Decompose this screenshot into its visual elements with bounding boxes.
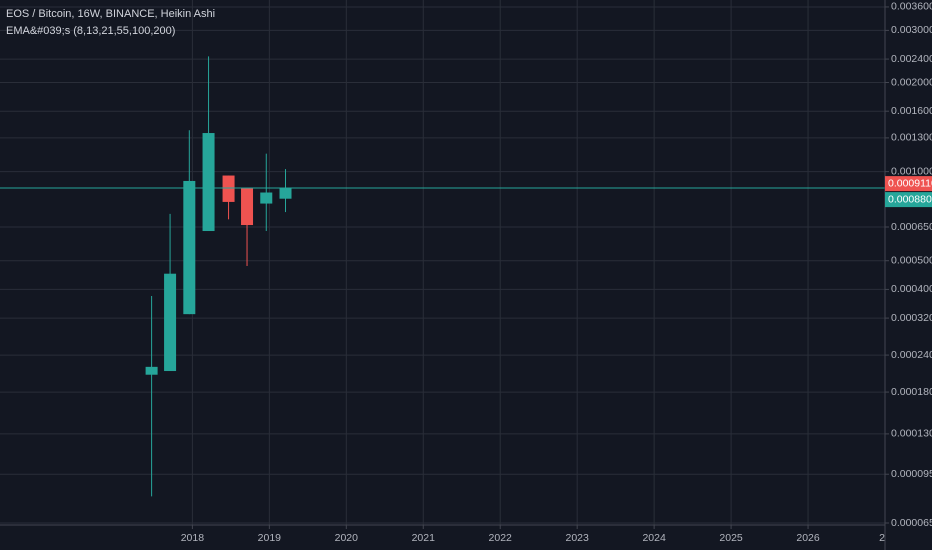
x-tick-label: 2021 [412, 532, 436, 544]
candle-body [145, 366, 158, 375]
x-tick-label: 2019 [258, 532, 282, 544]
x-tick-label: 2023 [565, 532, 589, 544]
candle-body [260, 192, 273, 204]
x-tick-label: 2022 [489, 532, 513, 544]
price-axis-panel [885, 0, 932, 550]
grid [0, 0, 886, 525]
x-tick-label: 2024 [642, 532, 666, 544]
x-tick-label: 2026 [796, 532, 820, 544]
plot-area [0, 56, 885, 497]
candle-body [164, 273, 177, 372]
indicator-label: EMA&#039;s (8,13,21,55,100,200) [6, 25, 175, 37]
x-tick-label: 2025 [719, 532, 743, 544]
x-tick-label: 2020 [335, 532, 359, 544]
price-label-box [885, 176, 932, 192]
candle-body [183, 180, 196, 315]
x-tick-label: 2018 [181, 532, 205, 544]
candle-body [279, 188, 292, 199]
y-tick-label: 0.0000650 [891, 517, 932, 529]
candle-body [241, 188, 254, 226]
price-label: 0.0008806 [888, 193, 932, 205]
price-label-box [885, 192, 932, 208]
candle-body [222, 175, 235, 202]
chart-title: EOS / Bitcoin, 16W, BINANCE, Heikin Ashi [6, 8, 215, 20]
candle-body [202, 133, 215, 232]
price-label: 0.0009110 [888, 177, 932, 189]
